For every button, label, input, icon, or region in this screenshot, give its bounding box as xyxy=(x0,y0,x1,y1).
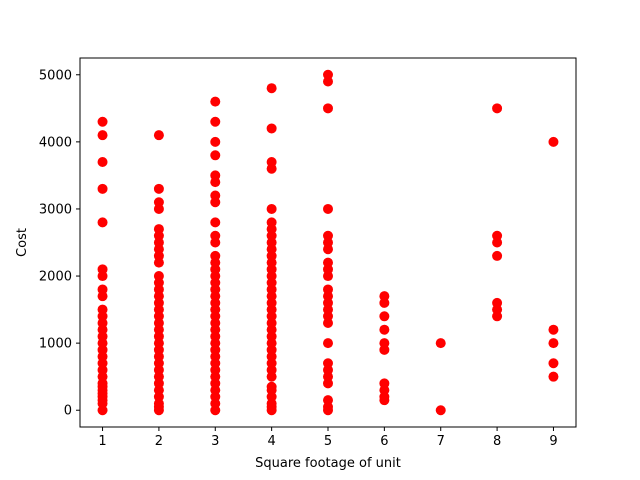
x-tick-label: 7 xyxy=(437,434,445,449)
data-point xyxy=(548,136,559,147)
data-point xyxy=(97,183,108,194)
data-point xyxy=(548,371,559,382)
data-point xyxy=(210,230,221,241)
data-point xyxy=(210,190,221,201)
data-point xyxy=(323,69,333,80)
data-point xyxy=(210,136,221,147)
data-point xyxy=(97,116,108,127)
data-point xyxy=(97,284,108,295)
y-tick-label: 3000 xyxy=(39,202,72,217)
data-point xyxy=(492,250,503,261)
data-point xyxy=(548,324,559,335)
data-point xyxy=(153,271,164,282)
y-axis-ticks: 0 1000 2000 3000 4000 5000 xyxy=(39,68,80,419)
y-axis-title: Cost xyxy=(15,228,30,257)
data-point xyxy=(97,156,108,167)
data-point xyxy=(379,338,390,349)
data-point xyxy=(210,116,221,127)
data-point xyxy=(210,96,221,107)
data-point xyxy=(210,217,221,228)
data-point xyxy=(492,297,503,308)
data-point xyxy=(97,130,108,141)
data-point xyxy=(323,230,333,241)
data-point xyxy=(266,203,277,214)
x-axis-title: Square footage of unit xyxy=(255,456,401,471)
y-tick-label: 4000 xyxy=(39,135,72,150)
data-point xyxy=(153,130,164,141)
x-tick-label: 5 xyxy=(324,434,332,449)
data-point xyxy=(153,197,164,208)
x-axis-ticks: 1 2 3 4 5 6 7 8 9 xyxy=(98,427,558,449)
y-tick-label: 5000 xyxy=(39,68,72,83)
y-tick-label: 0 xyxy=(64,404,72,419)
data-point xyxy=(379,324,390,335)
x-tick-label: 3 xyxy=(211,434,219,449)
data-point xyxy=(492,230,503,241)
data-point xyxy=(153,224,164,235)
data-point xyxy=(379,291,390,302)
data-point xyxy=(323,395,333,406)
data-point xyxy=(210,170,221,181)
data-point xyxy=(266,83,277,94)
y-tick-label: 2000 xyxy=(39,270,72,285)
data-point xyxy=(435,338,446,349)
data-point xyxy=(210,250,221,261)
data-points xyxy=(97,69,559,416)
data-point xyxy=(266,123,277,134)
data-point xyxy=(266,156,277,167)
data-point xyxy=(153,183,164,194)
x-tick-label: 2 xyxy=(155,434,163,449)
data-point xyxy=(492,103,503,114)
data-point xyxy=(266,217,277,228)
data-point xyxy=(379,378,390,389)
y-tick-label: 1000 xyxy=(39,337,72,352)
data-point xyxy=(548,358,559,369)
data-point xyxy=(323,338,333,349)
data-point xyxy=(97,217,108,228)
data-point xyxy=(548,338,559,349)
data-point xyxy=(379,311,390,322)
data-point xyxy=(323,203,333,214)
data-point xyxy=(97,304,108,315)
data-point xyxy=(323,257,333,268)
data-point xyxy=(266,381,277,392)
x-tick-label: 1 xyxy=(98,434,106,449)
x-tick-label: 9 xyxy=(549,434,557,449)
data-point xyxy=(435,405,446,416)
data-point xyxy=(323,103,333,114)
data-point xyxy=(323,284,333,295)
data-point xyxy=(97,264,108,275)
x-tick-label: 4 xyxy=(267,434,275,449)
data-point xyxy=(210,150,221,161)
data-point xyxy=(323,358,333,369)
x-tick-label: 6 xyxy=(380,434,388,449)
x-tick-label: 8 xyxy=(493,434,501,449)
